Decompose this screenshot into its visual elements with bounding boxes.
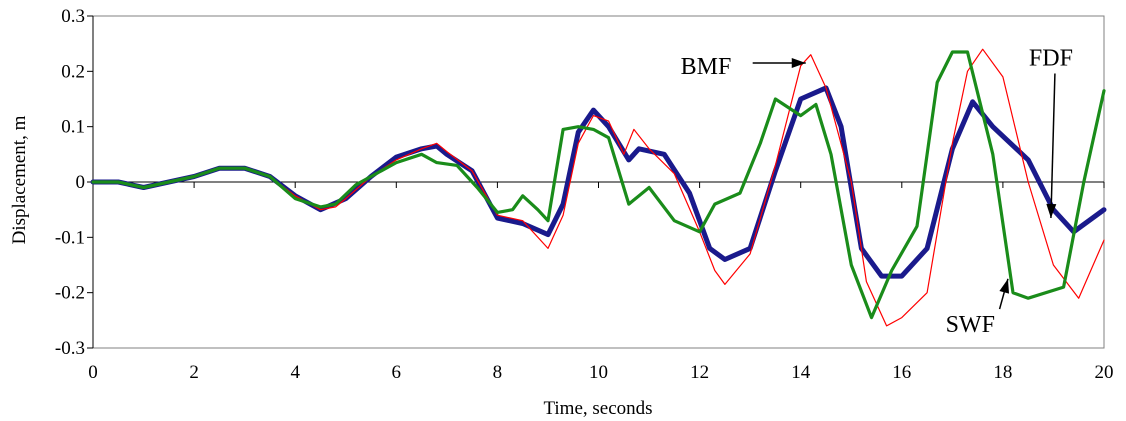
annotation-swf-arrow-head <box>999 278 1010 294</box>
x-tick-label: 18 <box>993 362 1012 383</box>
series-line-swf <box>91 50 1106 320</box>
x-tick-label: 6 <box>392 362 402 383</box>
series-layer <box>90 48 1107 327</box>
series-line-bmf <box>92 48 1105 327</box>
x-tick-label: 4 <box>290 362 300 383</box>
y-tick-label: -0.1 <box>55 227 85 248</box>
y-tick-label: 0.2 <box>61 61 85 82</box>
x-tick-label: 2 <box>189 362 199 383</box>
y-tick-label: -0.2 <box>55 283 85 304</box>
x-axis-title: Time, seconds <box>543 398 652 419</box>
y-tick-label: 0.1 <box>61 117 85 138</box>
x-tick-label: 12 <box>690 362 709 383</box>
annotation-label-bmf: BMF <box>681 54 732 80</box>
x-tick-label: 16 <box>892 362 911 383</box>
y-axis-title: Displacement, m <box>9 115 30 244</box>
y-tick-label: 0.3 <box>61 6 85 27</box>
y-tick-label: 0 <box>76 172 86 193</box>
x-tick-label: 0 <box>88 362 98 383</box>
annotations-layer: BMF FDF SWF <box>681 46 1073 339</box>
annotation-bmf-arrow-head <box>791 58 806 69</box>
x-tick-label: 14 <box>791 362 811 383</box>
annotation-label-fdf: FDF <box>1029 46 1073 72</box>
annotation-fdf-arrow-head <box>1046 203 1057 218</box>
x-axis-ticks: 0 2 4 6 8 10 12 14 16 18 20 <box>88 182 1114 383</box>
y-axis-ticks: -0.3 -0.2 -0.1 0 0.1 0.2 0.3 <box>55 6 93 359</box>
annotation-fdf-arrow-line <box>1050 73 1056 218</box>
y-tick-label: -0.3 <box>55 338 85 359</box>
annotation-label-swf: SWF <box>946 312 995 338</box>
x-tick-label: 10 <box>589 362 608 383</box>
x-tick-label: 20 <box>1095 362 1114 383</box>
x-tick-label: 8 <box>493 362 503 383</box>
